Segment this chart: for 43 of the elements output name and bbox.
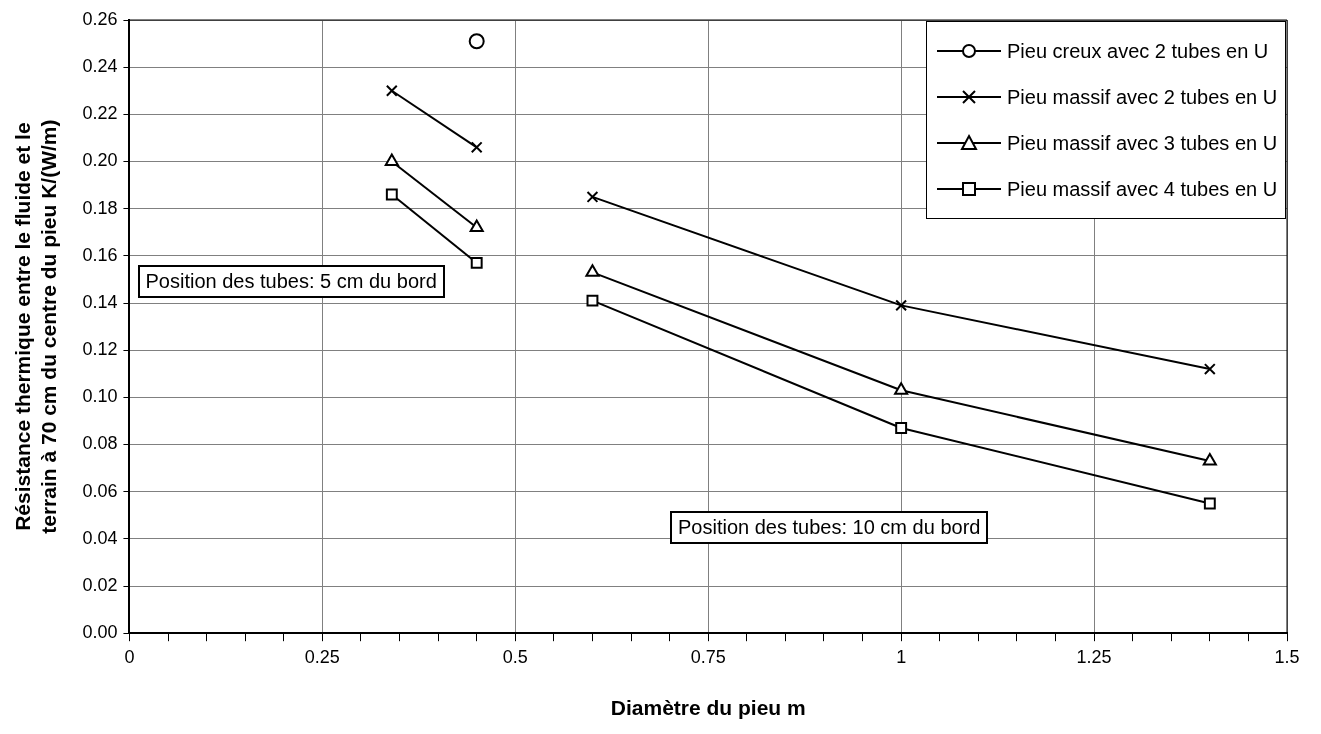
legend-label: Pieu massif avec 4 tubes en U bbox=[1007, 177, 1278, 201]
y-tick-label: 0.12 bbox=[82, 339, 118, 360]
x-axis-title: Diamètre du pieu m bbox=[610, 696, 806, 720]
point bbox=[1203, 363, 1216, 375]
x-tick-label: 1.25 bbox=[1076, 646, 1112, 667]
legend-label: Pieu massif avec 2 tubes en U bbox=[1007, 85, 1278, 109]
y-tick-label: 0.06 bbox=[82, 480, 118, 501]
y-tick-label: 0.04 bbox=[82, 527, 118, 548]
x-tick-label: 1.5 bbox=[1274, 646, 1300, 667]
y-tick-label: 0.00 bbox=[82, 622, 118, 643]
y-tick-label: 0.26 bbox=[82, 8, 118, 29]
annotation: Position des tubes: 5 cm du bord bbox=[137, 265, 445, 299]
x-tick-label: 0.5 bbox=[502, 646, 528, 667]
y-tick-label: 0.10 bbox=[82, 386, 118, 407]
point bbox=[586, 190, 599, 203]
x-tick-label: 1 bbox=[896, 646, 907, 667]
point bbox=[895, 422, 908, 434]
point bbox=[468, 33, 485, 50]
point bbox=[470, 256, 483, 269]
x-tick-label: 0.25 bbox=[304, 646, 340, 667]
x-tick-label: 0 bbox=[124, 646, 135, 667]
y-tick-label: 0.18 bbox=[82, 197, 118, 218]
y-tick-label: 0.14 bbox=[82, 291, 118, 312]
y-tick-label: 0.08 bbox=[82, 433, 118, 454]
point bbox=[1203, 497, 1216, 510]
point bbox=[385, 84, 398, 97]
y-axis-title: Résistance thermique entre le fluide et le terrain à 70 cm du centre du pieu K/(W/m) bbox=[11, 119, 60, 534]
point bbox=[585, 264, 600, 277]
y-tick-label: 0.24 bbox=[82, 56, 118, 77]
annotation: Position des tubes: 10 cm du bord bbox=[670, 510, 989, 544]
y-tick-label: 0.02 bbox=[82, 575, 118, 595]
y-tick-label: 0.20 bbox=[82, 150, 118, 171]
point bbox=[470, 141, 483, 154]
point bbox=[385, 188, 398, 201]
point bbox=[895, 299, 908, 312]
x-tick-label: 0.75 bbox=[690, 646, 726, 667]
point bbox=[894, 382, 909, 395]
point bbox=[586, 294, 599, 307]
legend-label: Pieu creux avec 2 tubes en U bbox=[1007, 39, 1269, 63]
point bbox=[1202, 453, 1217, 466]
y-tick-label: 0.22 bbox=[82, 103, 118, 124]
y-tick-label: 0.16 bbox=[82, 244, 118, 265]
legend-label: Pieu massif avec 3 tubes en U bbox=[1007, 131, 1278, 155]
